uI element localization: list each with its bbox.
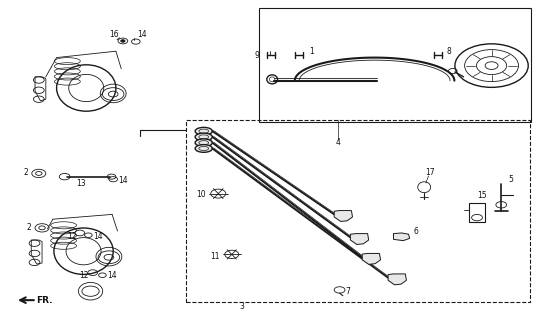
Polygon shape	[393, 233, 410, 241]
Text: 17: 17	[425, 168, 435, 177]
Text: 5: 5	[508, 175, 514, 184]
Text: 3: 3	[239, 302, 244, 311]
Text: 13: 13	[76, 179, 86, 188]
Text: 1: 1	[309, 47, 314, 56]
Text: 8: 8	[446, 47, 451, 56]
Text: 6: 6	[414, 227, 419, 236]
Polygon shape	[350, 234, 369, 244]
Ellipse shape	[195, 139, 212, 147]
Text: 15: 15	[478, 191, 487, 200]
Text: 4: 4	[336, 138, 341, 147]
Bar	[469, 203, 485, 222]
Text: 10: 10	[196, 190, 206, 199]
Text: FR.: FR.	[36, 296, 52, 305]
Text: 2: 2	[23, 168, 28, 177]
Text: 14: 14	[137, 30, 147, 39]
Text: 2: 2	[26, 223, 31, 232]
Ellipse shape	[195, 145, 212, 152]
Polygon shape	[362, 253, 381, 264]
Ellipse shape	[195, 127, 212, 135]
Text: 16: 16	[109, 30, 119, 39]
Polygon shape	[31, 240, 42, 264]
Text: 11: 11	[210, 252, 220, 261]
Bar	[186, 120, 530, 302]
Text: 14: 14	[107, 271, 117, 280]
Polygon shape	[334, 211, 353, 221]
Circle shape	[121, 40, 125, 42]
Text: 14: 14	[118, 176, 128, 185]
Text: 9: 9	[255, 51, 260, 60]
Text: 14: 14	[93, 232, 103, 241]
Bar	[259, 8, 531, 122]
Text: 12: 12	[67, 232, 77, 241]
Polygon shape	[388, 274, 406, 285]
Polygon shape	[35, 77, 46, 101]
Text: 12: 12	[79, 271, 88, 280]
Ellipse shape	[195, 133, 212, 141]
Text: 7: 7	[345, 287, 350, 296]
